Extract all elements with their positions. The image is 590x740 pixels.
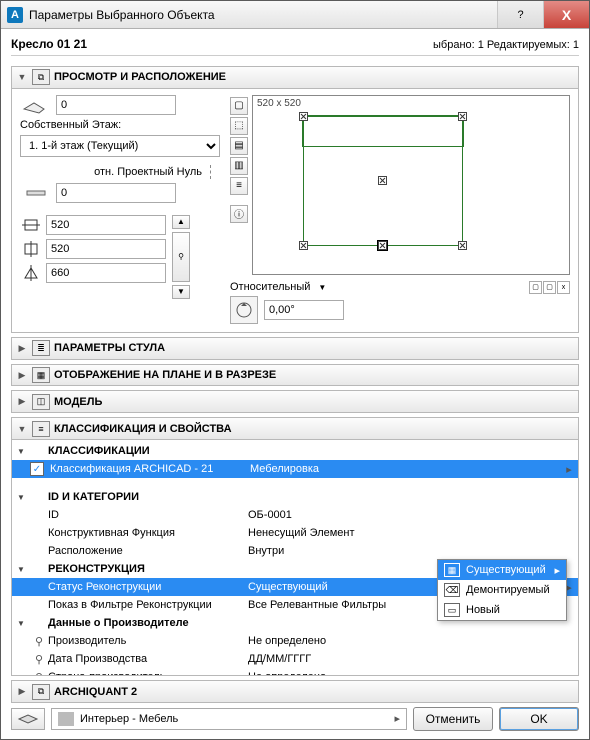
depth-input[interactable] — [46, 239, 166, 259]
home-story-label: Собственный Этаж: — [20, 119, 220, 131]
chevron-right-icon: ▶ — [16, 343, 28, 354]
width-icon — [20, 215, 42, 235]
layer-icon[interactable] — [11, 708, 45, 730]
table-row: ⚲Дата ПроизводстваДД/ММ/ГГГГ — [12, 650, 578, 668]
chevron-right-icon: ▸ — [394, 712, 400, 725]
section-view[interactable]: ▼ ⧉ ПРОСМОТР И РАСПОЛОЖЕНИЕ — [11, 66, 579, 89]
spin-down[interactable]: ▼ — [172, 285, 190, 299]
object-name: Кресло 01 21 — [11, 37, 87, 51]
section-plan[interactable]: ▶ ▦ ОТОБРАЖЕНИЕ НА ПЛАНЕ И В РАЗРЕЗЕ — [11, 364, 579, 387]
table-row: ⚲ПроизводительНе определено — [12, 632, 578, 650]
popup-item-existing[interactable]: ▦Существующий▸ — [438, 560, 566, 580]
chevron-right-icon: ▶ — [16, 686, 28, 697]
chevron-down-icon: ▼ — [16, 424, 28, 434]
titlebar: A Параметры Выбранного Объекта ? X — [1, 1, 589, 29]
home-story-select[interactable]: 1. 1-й этаж (Текущий) — [20, 135, 220, 157]
preview-dim: 520 x 520 — [257, 98, 301, 109]
project-zero-icon — [20, 183, 52, 203]
dialog-title: Параметры Выбранного Объекта — [29, 8, 497, 22]
archiquant-icon: ⧉ — [32, 684, 50, 700]
project-zero-input[interactable] — [56, 183, 176, 203]
table-row: Конструктивная ФункцияНенесущий Элемент — [12, 524, 578, 542]
params-icon: ≣ — [32, 340, 50, 356]
reconstruction-popup: ▦Существующий▸ ⌫Демонтируемый ▭Новый — [437, 559, 567, 621]
dropdown-arrow-icon[interactable]: ▸ — [560, 463, 578, 476]
group-classifications[interactable]: ▼ КЛАССИФИКАЦИИ — [12, 442, 578, 460]
preview-info-icon[interactable]: ⓘ — [230, 205, 248, 223]
group-id[interactable]: ▼ ID И КАТЕГОРИИ — [12, 488, 578, 506]
link-icon: ⚲ — [30, 653, 48, 666]
object-header: Кресло 01 21 ыбрано: 1 Редактируемых: 1 — [11, 37, 579, 56]
link-icon: ⚲ — [30, 671, 48, 677]
width-input[interactable] — [46, 215, 166, 235]
view-icon: ⧉ — [32, 69, 50, 85]
footer: Интерьер - Мебель ▸ Отменить OK — [11, 707, 579, 731]
layer-name: Интерьер - Мебель — [80, 713, 394, 725]
layer-dropdown[interactable]: Интерьер - Мебель ▸ — [51, 708, 407, 730]
preview-front-icon[interactable]: ▤ — [230, 137, 248, 155]
relative-label: Относительный — [230, 281, 310, 293]
dialog-window: A Параметры Выбранного Объекта ? X Кресл… — [0, 0, 590, 740]
preview-plan-icon[interactable]: ▢ — [230, 97, 248, 115]
cancel-button[interactable]: Отменить — [413, 707, 493, 731]
link-icon: ⚲ — [30, 635, 48, 648]
help-button[interactable]: ? — [497, 1, 543, 28]
app-icon: A — [7, 7, 23, 23]
preview-canvas[interactable]: 520 x 520 — [252, 95, 570, 275]
chevron-right-icon: ▶ — [16, 396, 28, 407]
close-button[interactable]: X — [543, 1, 589, 28]
popup-item-demolish[interactable]: ⌫Демонтируемый — [438, 580, 566, 600]
row-classification[interactable]: ✓ Классификация ARCHICAD - 21 Мебелировк… — [12, 460, 578, 478]
link-dimensions-icon[interactable]: ⚲ — [172, 232, 190, 282]
brick-icon: ▦ — [444, 563, 460, 577]
preview-side-icon[interactable]: ▥ — [230, 157, 248, 175]
section-chair-params[interactable]: ▶ ≣ ПАРАМЕТРЫ СТУЛА — [11, 337, 579, 360]
selection-info: ыбрано: 1 Редактируемых: 1 — [433, 39, 579, 51]
table-row: IDОБ-0001 — [12, 506, 578, 524]
elevation-input[interactable] — [56, 95, 176, 115]
rotation-icon — [230, 296, 258, 324]
ok-button[interactable]: OK — [499, 707, 579, 731]
classification-icon: ≡ — [32, 421, 50, 437]
model-icon: ◫ — [32, 394, 50, 410]
popup-item-new[interactable]: ▭Новый — [438, 600, 566, 620]
height-icon — [20, 263, 42, 283]
link-icon — [210, 165, 220, 179]
section-view-title: ПРОСМОТР И РАСПОЛОЖЕНИЕ — [54, 71, 226, 83]
demolish-icon: ⌫ — [444, 583, 460, 597]
section-model[interactable]: ▶ ◫ МОДЕЛЬ — [11, 390, 579, 413]
section-archiquant[interactable]: ▶ ⧉ ARCHIQUANT 2 — [11, 680, 579, 703]
anchor-grid[interactable]: ▢▢x — [529, 281, 570, 294]
preview-3d-icon[interactable]: ⬚ — [230, 117, 248, 135]
project-zero-label: отн. Проектный Нуль — [20, 166, 206, 178]
section-classification[interactable]: ▼ ≡ КЛАССИФИКАЦИЯ И СВОЙСТВА — [11, 417, 579, 440]
elevation-icon — [20, 95, 52, 115]
depth-icon — [20, 239, 42, 259]
table-row: ⚲Страна-производительНе определено — [12, 668, 578, 676]
layer-swatch-icon — [58, 712, 74, 726]
rotation-input[interactable] — [264, 300, 344, 320]
spin-up[interactable]: ▲ — [172, 215, 190, 229]
chevron-down-icon: ▼ — [16, 72, 28, 82]
chevron-right-icon: ▶ — [16, 370, 28, 381]
plan-icon: ▦ — [32, 367, 50, 383]
view-panel: Собственный Этаж: 1. 1-й этаж (Текущий) … — [11, 89, 579, 333]
preview-list-icon[interactable]: ≡ — [230, 177, 248, 195]
height-input[interactable] — [46, 263, 166, 283]
table-row: РасположениеВнутри — [12, 542, 578, 560]
checkbox-classification[interactable]: ✓ — [30, 462, 44, 476]
new-icon: ▭ — [444, 603, 460, 617]
chevron-down-icon[interactable]: ▼ — [316, 283, 328, 292]
